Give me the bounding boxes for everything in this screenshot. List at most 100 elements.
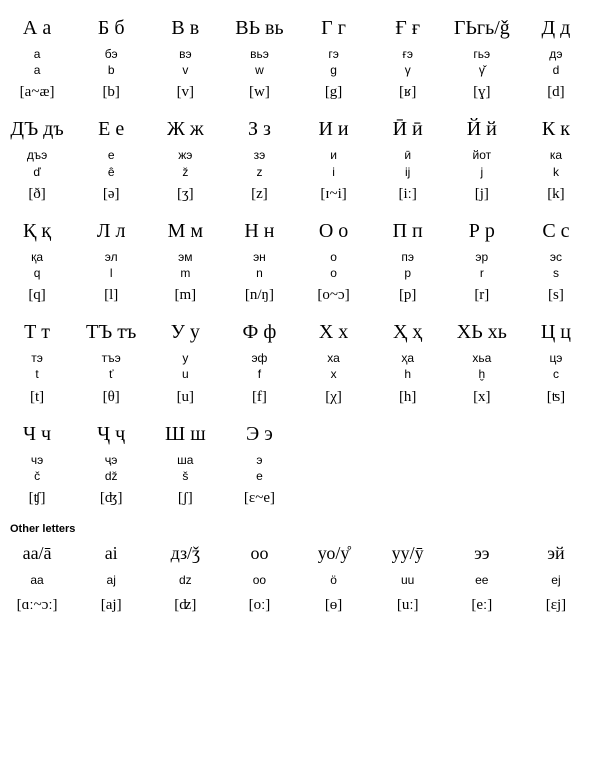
letter-name: хьа: [445, 350, 519, 366]
letter-ipa: [ɛ~e]: [222, 488, 296, 509]
letter-ipa: [s]: [519, 285, 593, 306]
letter-name: о: [297, 249, 371, 265]
alphabet-cell: Ҷ ҷҷэdž[ʤ]: [74, 416, 148, 517]
alphabet-cell: Т ттэt[t]: [0, 314, 74, 415]
letter-transliteration: t: [0, 366, 74, 382]
other-letters-heading: Other letters: [0, 517, 593, 537]
letter-transliteration: s: [519, 265, 593, 281]
letter-transliteration: f: [222, 366, 296, 382]
alphabet-cell: З ззэz[z]: [222, 111, 296, 212]
letter-ipa: [t]: [0, 387, 74, 408]
other-letter-ipa: [oː]: [222, 595, 296, 616]
alphabet-cell: ГЬгь/ǧгьэγ̌[ɣ]: [445, 10, 519, 111]
letter-name: е: [74, 147, 148, 163]
letter-name: тъэ: [74, 350, 148, 366]
letter-ipa: [j]: [445, 184, 519, 205]
letter-ipa: [z]: [222, 184, 296, 205]
letter-name: э: [222, 452, 296, 468]
letter-glyph: ХЬ хь: [445, 320, 519, 344]
letter-glyph: Ш ш: [148, 422, 222, 446]
other-cell: ооoo[oː]: [222, 537, 296, 624]
other-letter-name: ee: [445, 572, 519, 588]
letter-ipa: [ə]: [74, 184, 148, 205]
other-letter-glyph: уу/ӯ: [371, 543, 445, 565]
letter-ipa: [x]: [445, 387, 519, 408]
letter-transliteration: w: [222, 62, 296, 78]
alphabet-cell: А ааa[a~æ]: [0, 10, 74, 111]
letter-glyph: Ӣ ӣ: [371, 117, 445, 141]
other-letter-name: oo: [222, 572, 296, 588]
letter-transliteration: r: [445, 265, 519, 281]
alphabet-cell: ХЬ хьхьаḫ[x]: [445, 314, 519, 415]
letter-ipa: [b]: [74, 82, 148, 103]
letter-ipa: [r]: [445, 285, 519, 306]
letter-glyph: Б б: [74, 16, 148, 40]
letter-transliteration: n: [222, 265, 296, 281]
letter-name: эр: [445, 249, 519, 265]
alphabet-cell: Р р эрr [r]: [445, 213, 519, 314]
letter-ipa: [ʤ]: [74, 488, 148, 509]
alphabet-other-grid: аа/āaa[ɑː~ɔː]аiaj[aj]дз/ǯdz[ʣ]ооoo[oː]у…: [0, 537, 593, 624]
letter-transliteration: dž: [74, 468, 148, 484]
letter-transliteration: ž: [148, 164, 222, 180]
letter-glyph: Н н: [222, 219, 296, 243]
letter-transliteration: g: [297, 62, 371, 78]
letter-transliteration: b: [74, 62, 148, 78]
letter-glyph: В в: [148, 16, 222, 40]
letter-name: эм: [148, 249, 222, 265]
letter-transliteration: j: [445, 164, 519, 180]
letter-glyph: А а: [0, 16, 74, 40]
alphabet-cell: У ууu[u]: [148, 314, 222, 415]
other-cell: уо/у̊ö[ɵ]: [297, 537, 371, 624]
letter-name: эл: [74, 249, 148, 265]
letter-ipa: [l]: [74, 285, 148, 306]
letter-name: тэ: [0, 350, 74, 366]
other-letter-glyph: дз/ǯ: [148, 543, 222, 565]
letter-ipa: [θ]: [74, 387, 148, 408]
letter-name: ҳа: [371, 350, 445, 366]
letter-glyph: Р р: [445, 219, 519, 243]
alphabet-cell: Ч ччэč[ʧ]: [0, 416, 74, 517]
letter-name: ӣ: [371, 147, 445, 163]
letter-ipa: [m]: [148, 285, 222, 306]
letter-ipa: [a~æ]: [0, 82, 74, 103]
letter-ipa: [iː]: [371, 184, 445, 205]
letter-name: ша: [148, 452, 222, 468]
letter-glyph: П п: [371, 219, 445, 243]
alphabet-cell: ВЬ вьвьэw[w]: [222, 10, 296, 111]
alphabet-cell: К ккаk[k]: [519, 111, 593, 212]
letter-glyph: Ғ ғ: [371, 16, 445, 40]
letter-name: и: [297, 147, 371, 163]
letter-ipa: [g]: [297, 82, 371, 103]
letter-transliteration: m: [148, 265, 222, 281]
letter-transliteration: ť: [74, 366, 148, 382]
letter-glyph: Қ қ: [0, 219, 74, 243]
letter-glyph: Ҳ ҳ: [371, 320, 445, 344]
letter-ipa: [p]: [371, 285, 445, 306]
letter-transliteration: γ̌: [445, 62, 519, 78]
letter-transliteration: a: [0, 62, 74, 78]
letter-transliteration: o: [297, 265, 371, 281]
letter-ipa: [d]: [519, 82, 593, 103]
letter-ipa: [ʃ]: [148, 488, 222, 509]
letter-transliteration: d: [519, 62, 593, 78]
alphabet-cell: Д ддэd[d]: [519, 10, 593, 111]
letter-transliteration: γ: [371, 62, 445, 78]
other-cell: дз/ǯdz[ʣ]: [148, 537, 222, 624]
other-letter-name: aa: [0, 572, 74, 588]
letter-name: вьэ: [222, 46, 296, 62]
letter-glyph: У у: [148, 320, 222, 344]
letter-ipa: [n/ŋ]: [222, 285, 296, 306]
letter-transliteration: l: [74, 265, 148, 281]
letter-transliteration: č: [0, 468, 74, 484]
letter-transliteration: š: [148, 468, 222, 484]
letter-name: дъэ: [0, 147, 74, 163]
letter-name: ҷэ: [74, 452, 148, 468]
other-cell: ээee[eː]: [445, 537, 519, 624]
letter-ipa: [k]: [519, 184, 593, 205]
alphabet-cell: Ф фэфf[f]: [222, 314, 296, 415]
letter-transliteration: q: [0, 265, 74, 281]
letter-transliteration: e: [222, 468, 296, 484]
letter-ipa: [ɣ]: [445, 82, 519, 103]
letter-ipa: [ɪ~i]: [297, 184, 371, 205]
